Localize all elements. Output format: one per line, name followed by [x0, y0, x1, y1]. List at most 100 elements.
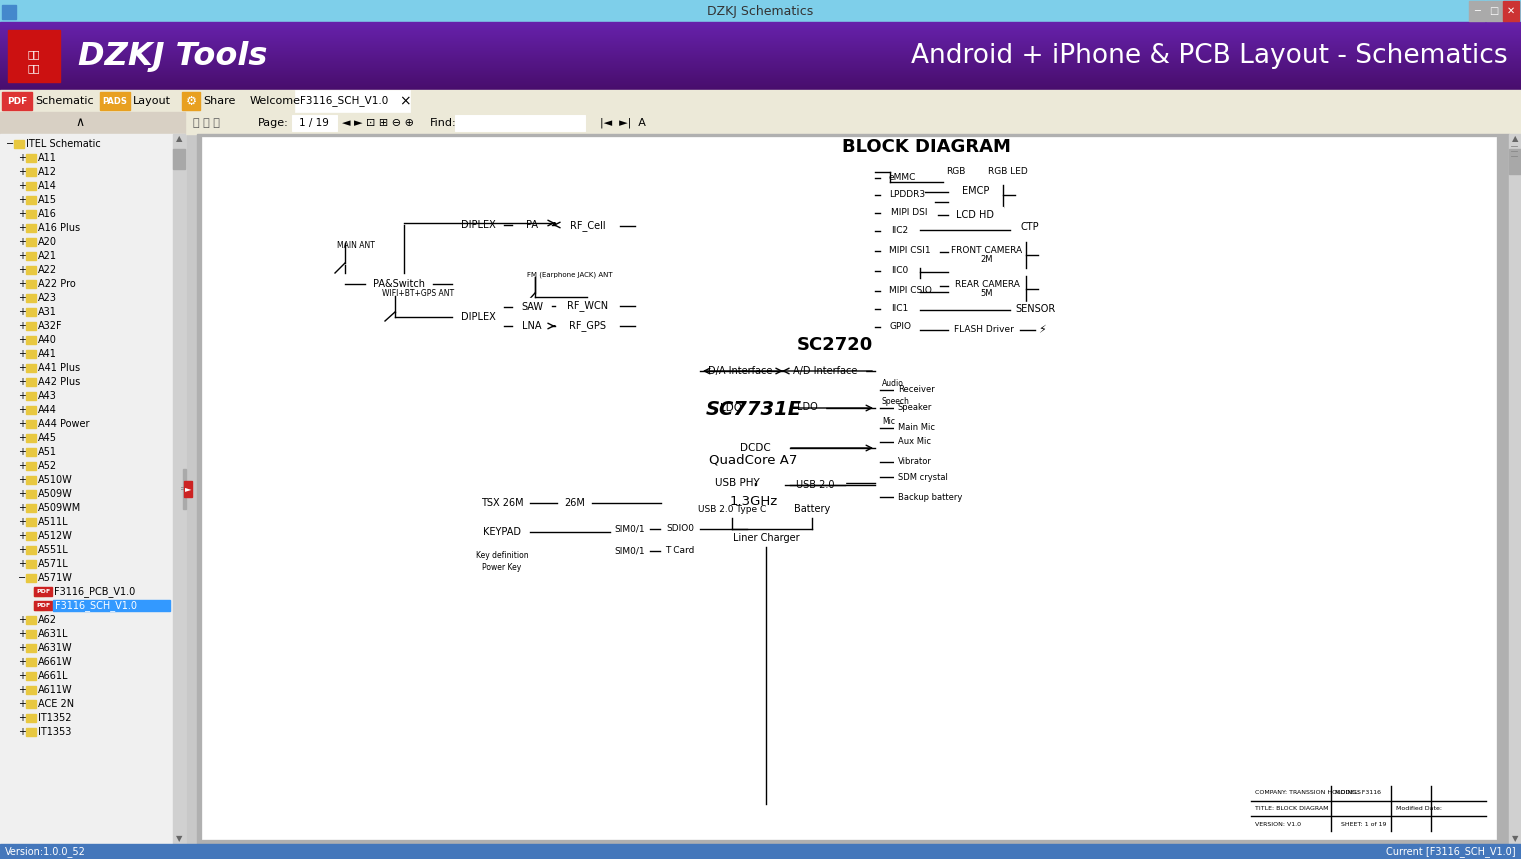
Bar — [26, 616, 37, 624]
Bar — [0, 55, 1521, 56]
Text: A41 Plus: A41 Plus — [38, 363, 81, 373]
Text: RGB: RGB — [946, 168, 966, 176]
Text: Aux Mic: Aux Mic — [897, 437, 931, 447]
Text: +: + — [18, 167, 26, 177]
Bar — [894, 457, 914, 466]
Bar — [555, 197, 621, 255]
Bar — [0, 50, 1521, 51]
Text: Power Key: Power Key — [482, 563, 522, 571]
Bar — [0, 66, 1521, 67]
Bar — [33, 601, 52, 610]
Text: GPIO: GPIO — [888, 322, 911, 331]
Bar — [948, 207, 1002, 222]
Text: TITLE: BLOCK DIAGRAM: TITLE: BLOCK DIAGRAM — [1255, 807, 1328, 812]
Text: −: − — [6, 139, 14, 149]
Bar — [26, 448, 37, 456]
Text: PDF: PDF — [37, 603, 50, 608]
Bar — [26, 308, 37, 316]
Text: A509WM: A509WM — [38, 503, 81, 513]
Bar — [0, 80, 1521, 81]
Text: A16 Plus: A16 Plus — [38, 223, 81, 233]
Text: RF_WCN: RF_WCN — [567, 301, 608, 312]
Text: A511L: A511L — [38, 517, 68, 527]
Text: MODEL: F3116: MODEL: F3116 — [1335, 789, 1381, 795]
Bar — [26, 266, 37, 274]
Bar — [894, 423, 914, 432]
Bar — [0, 88, 1521, 89]
Text: +: + — [18, 391, 26, 401]
Bar — [26, 574, 37, 582]
Text: LDO: LDO — [719, 403, 742, 413]
Bar — [0, 28, 1521, 29]
Text: ▲: ▲ — [1512, 135, 1518, 143]
Text: A62: A62 — [38, 615, 56, 625]
Text: ▼: ▼ — [1512, 834, 1518, 844]
Bar — [894, 472, 914, 481]
Bar — [455, 115, 586, 131]
Text: A51: A51 — [38, 447, 56, 457]
Text: IT1352: IT1352 — [38, 713, 71, 723]
Bar — [33, 588, 44, 596]
Text: +: + — [18, 517, 26, 527]
Text: A631L: A631L — [38, 629, 68, 639]
Text: A/D Interface: A/D Interface — [792, 366, 858, 376]
Text: EMCP: EMCP — [961, 186, 989, 196]
Text: +: + — [18, 489, 26, 499]
Bar — [0, 23, 1521, 24]
Bar — [0, 134, 186, 844]
Text: LPDDR3: LPDDR3 — [890, 190, 926, 199]
Text: ▲: ▲ — [176, 135, 183, 143]
Text: F3116_PCB_V1.0: F3116_PCB_V1.0 — [55, 587, 135, 598]
Bar — [26, 686, 37, 694]
Text: A509W: A509W — [38, 489, 73, 499]
Bar — [1469, 1, 1484, 21]
Bar — [173, 134, 186, 844]
Text: ∧: ∧ — [76, 117, 85, 130]
Bar — [0, 46, 1521, 47]
Text: T Card: T Card — [665, 546, 695, 555]
Bar — [0, 77, 1521, 78]
Text: A512W: A512W — [38, 531, 73, 541]
Text: A32F: A32F — [38, 321, 62, 331]
Bar — [0, 33, 1521, 34]
Text: A631W: A631W — [38, 643, 73, 653]
Bar — [53, 600, 170, 611]
Bar — [0, 70, 1521, 71]
Bar — [881, 319, 920, 334]
Text: Audio: Audio — [882, 379, 903, 387]
Bar — [513, 317, 552, 335]
Text: Current [F3116_SCH_V1.0]: Current [F3116_SCH_V1.0] — [1386, 846, 1516, 857]
Text: IIC2: IIC2 — [891, 226, 908, 235]
Bar — [8, 30, 59, 82]
Text: Welcome: Welcome — [249, 96, 301, 106]
Text: eMMC: eMMC — [888, 173, 916, 182]
Text: A45: A45 — [38, 433, 56, 443]
Bar — [26, 532, 37, 540]
Bar — [100, 92, 129, 110]
Text: Share: Share — [202, 96, 236, 106]
Text: +: + — [18, 321, 26, 331]
Text: FLASH Driver: FLASH Driver — [954, 326, 1015, 334]
Bar — [894, 492, 914, 501]
Text: +: + — [18, 531, 26, 541]
Bar — [26, 728, 37, 736]
Bar — [33, 587, 52, 596]
Text: Layout: Layout — [132, 96, 170, 106]
Text: COMPANY: TRANSSION HOLDINGS: COMPANY: TRANSSION HOLDINGS — [1255, 789, 1361, 795]
Bar — [0, 73, 1521, 74]
Bar — [184, 481, 192, 497]
Bar — [0, 51, 1521, 52]
Bar — [26, 476, 37, 484]
Bar — [33, 602, 44, 610]
Text: +: + — [18, 377, 26, 387]
Text: Receiver: Receiver — [897, 386, 935, 394]
Bar — [0, 36, 1521, 37]
Text: A31: A31 — [38, 307, 56, 317]
Text: Main Mic: Main Mic — [897, 423, 935, 432]
Bar — [26, 182, 37, 190]
Text: A44: A44 — [38, 405, 56, 415]
Text: +: + — [18, 237, 26, 247]
Bar — [26, 518, 37, 526]
Bar — [26, 280, 37, 288]
Bar — [202, 137, 1497, 839]
